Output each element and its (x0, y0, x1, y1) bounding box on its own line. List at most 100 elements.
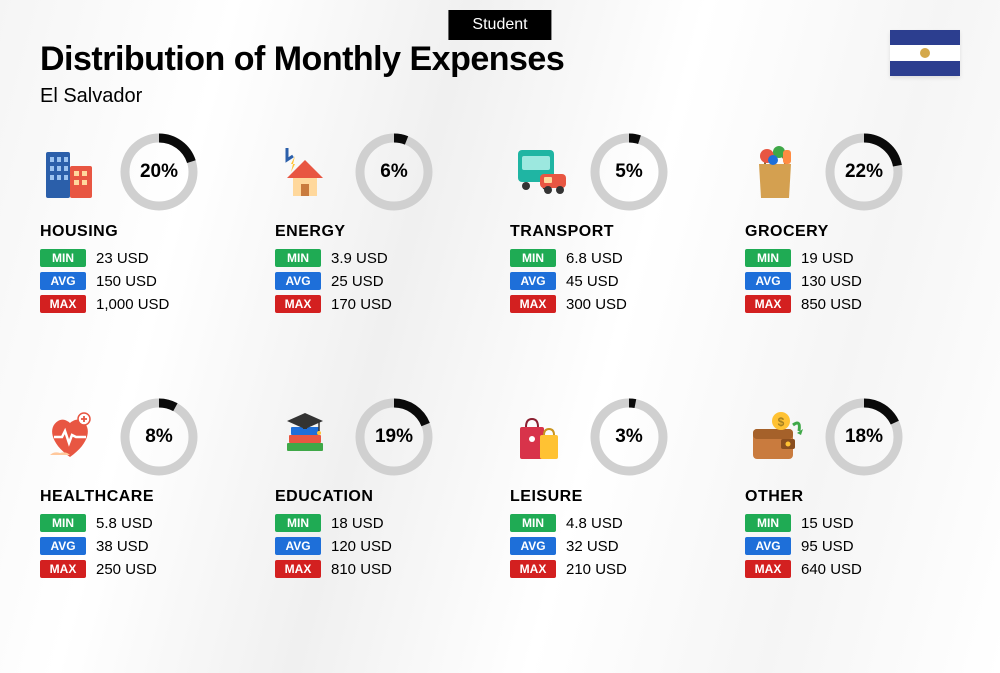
stat-row-max: MAX 1,000 USD (40, 295, 255, 313)
max-badge: MAX (510, 295, 556, 313)
percent-donut: 20% (120, 133, 198, 211)
card-top-row: 3% (510, 398, 725, 476)
stat-row-max: MAX 810 USD (275, 560, 490, 578)
energy-house-icon (275, 142, 335, 202)
percent-donut: 8% (120, 398, 198, 476)
category-card: 19% EDUCATION MIN 18 USD AVG 120 USD MAX… (275, 398, 490, 633)
max-value: 640 USD (801, 561, 862, 578)
category-card: 3% LEISURE MIN 4.8 USD AVG 32 USD MAX 21… (510, 398, 725, 633)
avg-badge: AVG (510, 537, 556, 555)
stat-row-min: MIN 5.8 USD (40, 514, 255, 532)
category-name: GROCERY (745, 223, 960, 241)
card-top-row: $ 18% (745, 398, 960, 476)
grocery-bag-icon (745, 142, 805, 202)
education-icon (275, 407, 335, 467)
avg-badge: AVG (745, 272, 791, 290)
avg-badge: AVG (40, 537, 86, 555)
percent-label: 19% (375, 426, 413, 448)
percent-label: 8% (145, 426, 172, 448)
card-top-row: 6% (275, 133, 490, 211)
max-badge: MAX (40, 295, 86, 313)
percent-label: 22% (845, 161, 883, 183)
max-badge: MAX (275, 295, 321, 313)
stat-row-max: MAX 250 USD (40, 560, 255, 578)
min-badge: MIN (275, 249, 321, 267)
min-value: 19 USD (801, 250, 854, 267)
avg-badge: AVG (40, 272, 86, 290)
category-name: LEISURE (510, 488, 725, 506)
avg-value: 95 USD (801, 538, 854, 555)
stat-row-avg: AVG 120 USD (275, 537, 490, 555)
stat-row-max: MAX 300 USD (510, 295, 725, 313)
stat-row-min: MIN 15 USD (745, 514, 960, 532)
min-value: 4.8 USD (566, 515, 623, 532)
stat-row-avg: AVG 150 USD (40, 272, 255, 290)
percent-donut: 6% (355, 133, 433, 211)
max-badge: MAX (275, 560, 321, 578)
avg-value: 25 USD (331, 273, 384, 290)
stat-row-min: MIN 23 USD (40, 249, 255, 267)
max-badge: MAX (745, 560, 791, 578)
category-name: ENERGY (275, 223, 490, 241)
percent-label: 20% (140, 161, 178, 183)
stat-row-avg: AVG 45 USD (510, 272, 725, 290)
flag-emblem (920, 48, 930, 58)
category-card: 8% HEALTHCARE MIN 5.8 USD AVG 38 USD MAX… (40, 398, 255, 633)
card-top-row: 8% (40, 398, 255, 476)
min-value: 23 USD (96, 250, 149, 267)
flag-stripe-top (890, 30, 960, 45)
min-badge: MIN (40, 514, 86, 532)
percent-donut: 5% (590, 133, 668, 211)
avg-value: 120 USD (331, 538, 392, 555)
min-badge: MIN (510, 249, 556, 267)
header: Distribution of Monthly Expenses El Salv… (40, 40, 960, 108)
percent-label: 5% (615, 161, 642, 183)
percent-label: 6% (380, 161, 407, 183)
flag-stripe-middle (890, 45, 960, 60)
percent-donut: 3% (590, 398, 668, 476)
student-badge: Student (448, 10, 551, 40)
stat-row-min: MIN 6.8 USD (510, 249, 725, 267)
stat-row-min: MIN 3.9 USD (275, 249, 490, 267)
category-card: 6% ENERGY MIN 3.9 USD AVG 25 USD MAX 170… (275, 133, 490, 368)
avg-badge: AVG (745, 537, 791, 555)
stat-row-max: MAX 850 USD (745, 295, 960, 313)
min-badge: MIN (745, 514, 791, 532)
percent-donut: 22% (825, 133, 903, 211)
avg-value: 150 USD (96, 273, 157, 290)
max-value: 300 USD (566, 296, 627, 313)
healthcare-icon (40, 407, 100, 467)
stat-row-avg: AVG 38 USD (40, 537, 255, 555)
min-value: 18 USD (331, 515, 384, 532)
avg-value: 38 USD (96, 538, 149, 555)
percent-label: 18% (845, 426, 883, 448)
percent-donut: 18% (825, 398, 903, 476)
country-subtitle: El Salvador (40, 85, 960, 108)
category-card: $ 18% OTHER MIN 15 USD AVG 95 USD MAX 64… (745, 398, 960, 633)
max-value: 170 USD (331, 296, 392, 313)
max-value: 1,000 USD (96, 296, 169, 313)
percent-donut: 19% (355, 398, 433, 476)
min-badge: MIN (40, 249, 86, 267)
card-top-row: 5% (510, 133, 725, 211)
stat-row-max: MAX 170 USD (275, 295, 490, 313)
stat-row-max: MAX 640 USD (745, 560, 960, 578)
min-badge: MIN (275, 514, 321, 532)
stat-row-avg: AVG 32 USD (510, 537, 725, 555)
stat-row-max: MAX 210 USD (510, 560, 725, 578)
avg-value: 130 USD (801, 273, 862, 290)
category-card: 5% TRANSPORT MIN 6.8 USD AVG 45 USD MAX … (510, 133, 725, 368)
category-card: 22% GROCERY MIN 19 USD AVG 130 USD MAX 8… (745, 133, 960, 368)
stat-row-min: MIN 4.8 USD (510, 514, 725, 532)
min-value: 3.9 USD (331, 250, 388, 267)
stat-row-avg: AVG 95 USD (745, 537, 960, 555)
percent-label: 3% (615, 426, 642, 448)
stat-row-min: MIN 18 USD (275, 514, 490, 532)
max-badge: MAX (40, 560, 86, 578)
flag-stripe-bottom (890, 61, 960, 76)
page-title: Distribution of Monthly Expenses (40, 40, 960, 79)
stat-row-avg: AVG 130 USD (745, 272, 960, 290)
avg-badge: AVG (275, 537, 321, 555)
category-card: 20% HOUSING MIN 23 USD AVG 150 USD MAX 1… (40, 133, 255, 368)
stat-row-avg: AVG 25 USD (275, 272, 490, 290)
